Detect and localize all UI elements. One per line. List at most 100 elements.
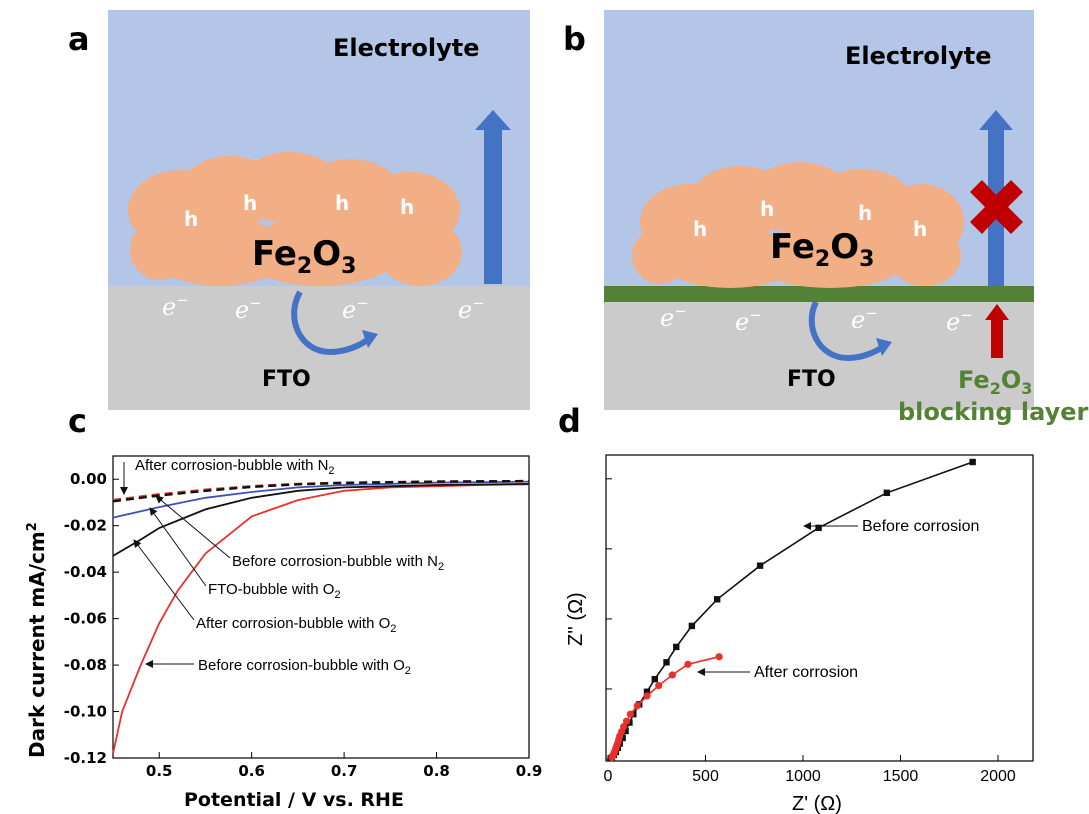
data-point bbox=[668, 671, 676, 679]
fto-label: FTO bbox=[787, 367, 836, 392]
hole-label: h bbox=[858, 201, 872, 225]
y-tick-label: -0.08 bbox=[64, 656, 107, 674]
electron-label: e− bbox=[458, 294, 485, 324]
y-tick-label: -0.12 bbox=[64, 749, 107, 767]
chart-d-frame bbox=[605, 454, 1034, 762]
escape-arrow-head bbox=[475, 110, 511, 130]
hole-label: h bbox=[400, 195, 414, 219]
chart-c-series bbox=[112, 479, 530, 754]
y-tick-label: -0.10 bbox=[64, 703, 107, 721]
chart-c-frame bbox=[112, 455, 530, 759]
x-tick-label: 1500 bbox=[883, 768, 919, 785]
x-tick-label: 0.8 bbox=[423, 762, 450, 780]
escape-arrow-head bbox=[979, 110, 1013, 130]
chart-c-axes: 0.5 0.6 0.7 0.8 0.9 0.00 -0.02 -0.04 -0.06 -0.08 -… bbox=[64, 470, 543, 780]
panel-letter-d: d bbox=[558, 402, 581, 440]
hole-label: h bbox=[335, 191, 349, 215]
fe2o3-label: Fe2O3 bbox=[770, 227, 874, 272]
panel-b: b Electrolyte h h h h Fe2O3 e− e− e− bbox=[563, 10, 1089, 426]
annotation-arrow bbox=[155, 495, 231, 559]
data-point bbox=[815, 524, 822, 532]
recombination-arrow bbox=[291, 290, 372, 356]
panel-letter-c: c bbox=[68, 402, 87, 440]
chart-d-ylabel: Z'' (Ω) bbox=[565, 592, 587, 646]
x-tick-label: 0.5 bbox=[146, 762, 173, 780]
panel-c: c 0.5 0.6 0.7 0.8 0.9 0.00 -0.02 -0.04 -0.06 -0.0… bbox=[25, 402, 542, 811]
data-point bbox=[622, 717, 631, 725]
data-point bbox=[688, 622, 696, 630]
hole-label: h bbox=[760, 197, 774, 221]
data-point bbox=[969, 458, 976, 466]
data-point bbox=[620, 723, 628, 731]
x-tick-label: 0.7 bbox=[331, 762, 358, 780]
data-point bbox=[663, 659, 670, 666]
x-tick-label: 0.9 bbox=[516, 762, 543, 780]
annotation-arrow bbox=[149, 507, 207, 587]
y-tick-label: -0.06 bbox=[64, 610, 107, 628]
y-tick-label: -0.04 bbox=[64, 563, 107, 581]
chart-d-axes: 0 500 1000 1500 2000 bbox=[604, 478, 1016, 785]
recombination-arrow bbox=[808, 300, 886, 362]
electron-label: e− bbox=[735, 306, 762, 336]
data-point bbox=[643, 688, 651, 695]
annotation-after-corrosion: After corrosion bbox=[754, 664, 858, 681]
data-point bbox=[714, 596, 721, 603]
chart-d-series bbox=[608, 458, 976, 762]
annotation-before-n2: Before corrosion-bubble with N2 bbox=[232, 553, 444, 573]
data-point bbox=[715, 653, 723, 661]
y-tick-label: -0.02 bbox=[64, 517, 107, 535]
hole-label: h bbox=[243, 191, 257, 215]
panel-letter-a: a bbox=[68, 20, 90, 58]
recombination-arrow-head bbox=[362, 330, 378, 348]
electron-label: e− bbox=[660, 302, 687, 332]
electrolyte-label: Electrolyte bbox=[845, 42, 992, 70]
chart-c-ylabel: Dark current mA/cm2 bbox=[25, 522, 49, 758]
fe2o3-particle-cloud bbox=[128, 152, 462, 286]
data-point bbox=[684, 660, 692, 668]
data-point bbox=[622, 727, 629, 735]
series-line-1 bbox=[112, 483, 530, 557]
chart-c-xlabel: Potential / V vs. RHE bbox=[184, 789, 404, 811]
recombination-arrow-head bbox=[876, 338, 892, 356]
x-tick-label: 0 bbox=[604, 768, 613, 785]
blocking-layer-label: blocking layer bbox=[898, 398, 1089, 426]
x-tick-label: 500 bbox=[692, 768, 719, 785]
electron-label: e− bbox=[235, 294, 262, 324]
annotation-arrow bbox=[133, 539, 195, 621]
escape-arrow-shaft bbox=[484, 128, 502, 284]
data-point bbox=[643, 692, 651, 700]
electron-label: e− bbox=[162, 291, 189, 321]
blocking-layer-pointer-arrow bbox=[985, 304, 1009, 358]
hole-label: h bbox=[184, 207, 198, 231]
data-point bbox=[756, 562, 764, 569]
annotation-after-n2: After corrosion-bubble with N2 bbox=[135, 457, 335, 477]
panel-a: a Electrolyte h h h h Fe2O3 e− e− e− e− bbox=[68, 10, 530, 410]
fto-substrate bbox=[604, 300, 1034, 410]
x-tick-label: 2000 bbox=[980, 768, 1016, 785]
fto-label: FTO bbox=[262, 367, 311, 392]
data-point bbox=[633, 702, 641, 710]
electron-label: e− bbox=[342, 294, 369, 324]
y-tick-label: 0.00 bbox=[70, 470, 107, 488]
x-tick-label: 0.6 bbox=[238, 762, 265, 780]
fe2o3-particle-cloud bbox=[632, 162, 964, 288]
blocked-cross-icon bbox=[970, 180, 1023, 234]
hole-label: h bbox=[693, 217, 707, 241]
series-line-0 bbox=[112, 483, 530, 754]
electron-label: e− bbox=[851, 304, 878, 334]
fe2o3-label: Fe2O3 bbox=[252, 234, 356, 279]
series-line-4 bbox=[112, 479, 530, 503]
electrolyte-label: Electrolyte bbox=[333, 34, 480, 62]
series-line-0 bbox=[611, 461, 973, 759]
blocking-layer-formula: Fe2O3 bbox=[958, 366, 1032, 398]
data-point bbox=[651, 675, 658, 683]
panel-d: d 0 500 1000 1500 2000 Z'' (Ω) Z' (Ω) Before… bbox=[558, 402, 1034, 814]
electron-label: e− bbox=[946, 306, 973, 336]
data-point bbox=[883, 489, 891, 497]
annotation-fto: FTO-bubble with O2 bbox=[208, 581, 341, 601]
data-point bbox=[673, 643, 680, 651]
annotation-after-o2: After corrosion-bubble with O2 bbox=[196, 615, 396, 635]
annotation-before-corrosion: Before corrosion bbox=[862, 518, 979, 535]
panel-letter-b: b bbox=[563, 20, 586, 58]
